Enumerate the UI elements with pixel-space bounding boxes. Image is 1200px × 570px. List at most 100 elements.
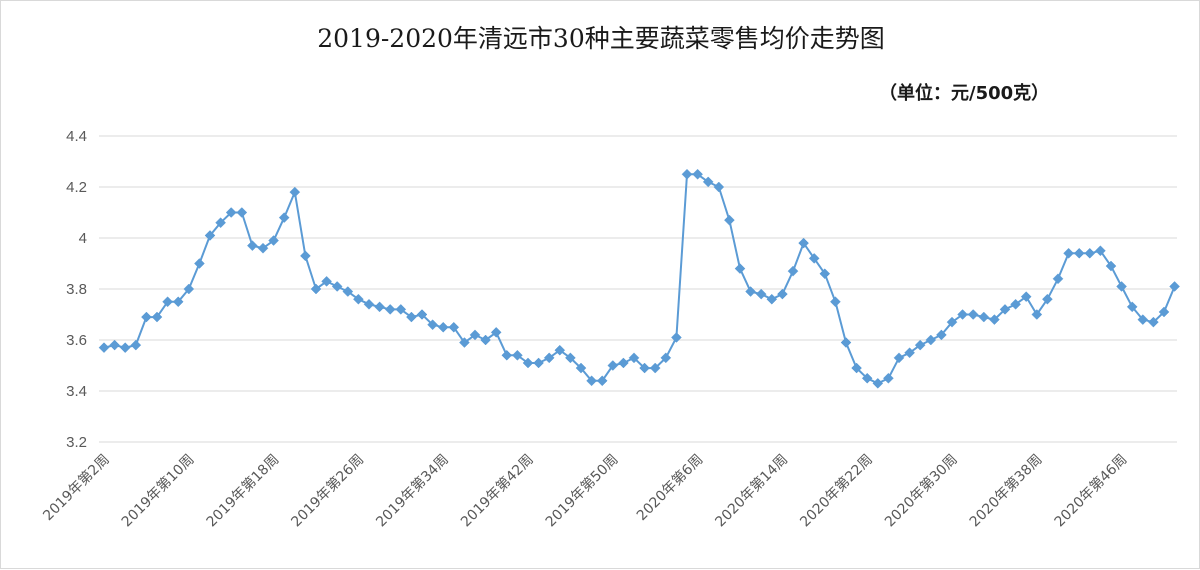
- data-point: [1169, 281, 1180, 292]
- y-tick-label: 4: [79, 230, 87, 247]
- data-point: [649, 362, 661, 374]
- data-point: [469, 329, 481, 341]
- data-point: [681, 168, 693, 180]
- data-point: [522, 357, 534, 369]
- data-point: [554, 344, 566, 356]
- data-point: [914, 339, 926, 351]
- data-point: [1084, 247, 1096, 259]
- x-tick-label: 2020年第30周: [881, 451, 961, 531]
- x-tick-label: 2020年第38周: [966, 451, 1046, 531]
- data-point: [1042, 293, 1053, 305]
- data-point: [501, 349, 513, 361]
- data-point: [872, 377, 884, 389]
- data-point: [98, 342, 110, 354]
- data-point: [109, 339, 120, 351]
- data-point: [946, 316, 958, 328]
- data-point: [1126, 301, 1138, 313]
- data-point: [257, 242, 269, 254]
- data-point: [119, 342, 131, 354]
- data-point: [342, 286, 354, 297]
- series-line: [103, 173, 1176, 385]
- data-point: [883, 372, 894, 384]
- data-point: [130, 339, 142, 351]
- data-point: [777, 288, 788, 300]
- data-point: [374, 301, 385, 313]
- data-point: [162, 296, 173, 308]
- data-point: [268, 235, 279, 246]
- data-point: [618, 357, 629, 369]
- data-point: [437, 321, 449, 333]
- data-point: [702, 176, 714, 188]
- y-tick-label: 4.2: [66, 179, 87, 196]
- x-tick-label: 2020年第14周: [712, 451, 792, 531]
- data-point: [989, 314, 1000, 325]
- data-point: [310, 283, 322, 295]
- x-tick-label: 2020年第6周: [633, 451, 706, 524]
- data-point: [628, 352, 640, 364]
- data-point: [1052, 273, 1064, 285]
- data-point: [999, 304, 1011, 315]
- data-point: [1073, 247, 1085, 259]
- data-point: [978, 311, 990, 323]
- data-point: [660, 352, 672, 364]
- x-tick-label: 2020年第22周: [797, 451, 877, 531]
- data-point: [1116, 281, 1127, 292]
- data-point: [904, 347, 915, 359]
- unit-note: （单位：元/500克）: [879, 83, 1050, 104]
- data-point: [808, 253, 820, 264]
- x-tick-label: 2019年第42周: [457, 451, 537, 531]
- x-tick-label: 2019年第2周: [40, 451, 113, 524]
- data-point: [141, 311, 152, 323]
- data-point: [278, 212, 290, 223]
- data-point: [925, 334, 937, 346]
- data-point: [755, 288, 767, 300]
- data-point: [713, 181, 725, 193]
- data-point: [565, 352, 576, 364]
- data-point: [893, 352, 905, 364]
- data-point: [395, 304, 407, 315]
- data-point: [321, 275, 332, 287]
- y-tick-label: 4.4: [66, 128, 87, 145]
- data-point: [671, 332, 682, 343]
- data-point: [607, 360, 619, 371]
- data-point: [490, 326, 502, 338]
- data-point: [1031, 309, 1043, 320]
- data-point: [448, 321, 460, 333]
- data-point: [289, 186, 301, 198]
- data-point: [215, 217, 226, 229]
- data-point: [384, 304, 396, 315]
- data-point: [1010, 298, 1021, 310]
- data-point: [745, 286, 756, 297]
- data-point: [1020, 291, 1032, 303]
- x-tick-label: 2019年第18周: [203, 451, 283, 531]
- data-point: [639, 362, 650, 374]
- y-tick-label: 3.8: [66, 281, 87, 298]
- x-tick-label: 2019年第34周: [373, 451, 453, 531]
- data-point: [819, 268, 831, 280]
- data-point: [363, 298, 375, 310]
- x-tick-label: 2020年第46周: [1051, 451, 1131, 531]
- data-point: [459, 337, 470, 348]
- data-point: [1137, 314, 1149, 325]
- data-point: [936, 329, 947, 341]
- data-point: [692, 168, 703, 180]
- data-point: [480, 334, 491, 346]
- data-point: [861, 372, 873, 384]
- data-point: [798, 237, 809, 249]
- data-point: [967, 309, 979, 320]
- data-point: [225, 207, 237, 218]
- y-tick-label: 3.2: [66, 434, 87, 451]
- data-point: [512, 349, 523, 361]
- data-point: [586, 375, 597, 387]
- data-point: [204, 230, 216, 241]
- data-point: [957, 309, 968, 320]
- data-point: [247, 240, 258, 252]
- data-point: [300, 250, 311, 262]
- y-tick-label: 3.4: [66, 383, 87, 400]
- data-point: [183, 283, 195, 295]
- data-point: [851, 362, 862, 374]
- data-point: [575, 362, 587, 374]
- data-point: [1148, 316, 1159, 328]
